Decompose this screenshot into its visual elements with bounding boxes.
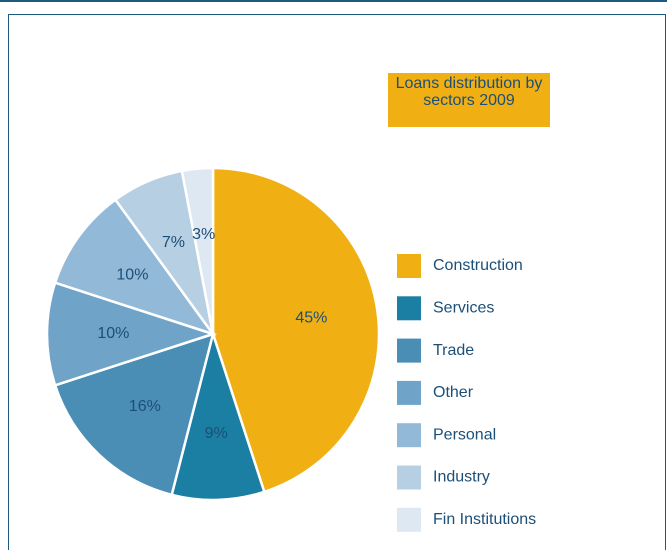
slice-label: 7% <box>162 234 185 251</box>
pie-slice <box>53 332 215 497</box>
pie-slice <box>211 166 381 494</box>
slice-label: 16% <box>129 398 161 415</box>
slice-label: 10% <box>97 325 129 342</box>
frame <box>8 14 666 550</box>
slice-label: 10% <box>116 267 148 284</box>
pie-slice <box>45 281 218 387</box>
pie-slice <box>53 197 217 337</box>
legend-swatch <box>397 423 421 448</box>
legend-label: Other <box>433 384 474 401</box>
legend-swatch <box>397 296 421 321</box>
legend-label: Services <box>433 300 494 317</box>
legend-swatch <box>397 254 421 278</box>
pie-slice <box>170 329 266 502</box>
legend-swatch <box>397 338 421 363</box>
legend-swatch <box>397 507 421 532</box>
legend-label: Personal <box>433 426 496 443</box>
slice-label: 9% <box>205 425 228 442</box>
legend-label: Construction <box>433 257 523 274</box>
pie-slice <box>180 166 215 335</box>
slice-label: 45% <box>295 310 327 327</box>
legend-swatch <box>397 380 421 405</box>
chart-title: Loans distribution by sectors 2009 <box>388 73 550 127</box>
legend-label: Industry <box>433 469 490 486</box>
legend-swatch <box>397 465 421 490</box>
slice-label: 3% <box>192 226 215 243</box>
legend-label: Trade <box>433 342 474 359</box>
legend-label: Fin Institutions <box>433 511 536 528</box>
